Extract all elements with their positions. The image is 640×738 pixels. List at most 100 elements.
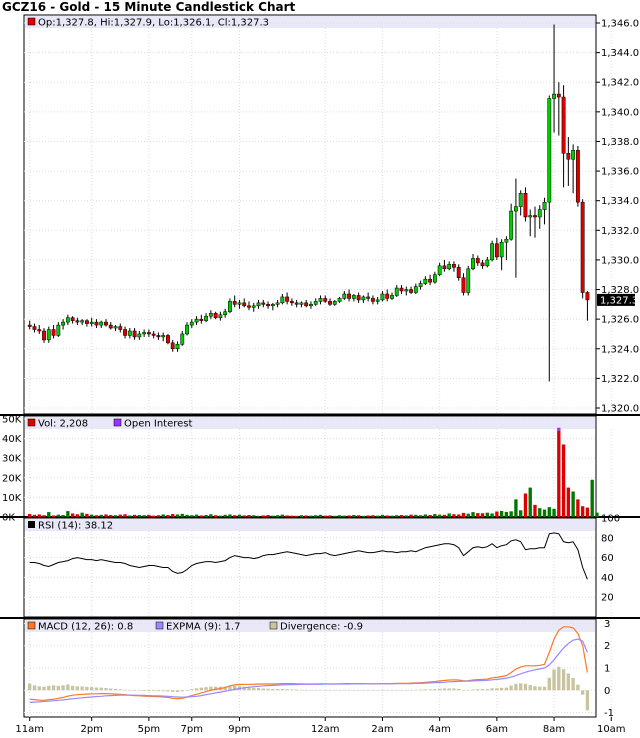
volume-bar bbox=[352, 515, 356, 517]
candle-body bbox=[65, 317, 70, 323]
volume-bar bbox=[109, 515, 113, 517]
volume-bar bbox=[94, 515, 99, 517]
divergence-bar bbox=[223, 686, 227, 691]
candle-body bbox=[247, 305, 251, 308]
divergence-bar bbox=[128, 690, 132, 691]
divergence-bar bbox=[113, 688, 118, 691]
candle-body bbox=[509, 210, 514, 240]
volume-bar bbox=[528, 487, 532, 517]
expma-line bbox=[29, 638, 588, 704]
divergence-bar bbox=[80, 686, 84, 691]
divergence-bar bbox=[585, 690, 590, 711]
divergence-bar bbox=[447, 688, 451, 691]
divergence-bar bbox=[171, 690, 175, 692]
candle-body bbox=[323, 298, 328, 302]
price-y-tick-label: 1,340.0 bbox=[601, 107, 639, 118]
candle-body bbox=[127, 330, 132, 336]
divergence-bar bbox=[285, 689, 289, 691]
divergence-bar bbox=[314, 690, 318, 691]
volume-bar bbox=[409, 514, 413, 517]
divergence-bar bbox=[304, 690, 308, 691]
candle-body bbox=[27, 324, 32, 327]
divergence-bar bbox=[571, 678, 575, 691]
candle-body bbox=[523, 193, 528, 218]
candle-body bbox=[361, 296, 366, 301]
volume-bar bbox=[271, 515, 275, 517]
candle-body bbox=[380, 293, 385, 301]
rsi-y-tick-label: 20 bbox=[601, 593, 614, 604]
candle-body bbox=[566, 153, 571, 160]
candle-body bbox=[80, 320, 85, 323]
volume-bar bbox=[61, 515, 65, 517]
macd-y-tick-label: -1 bbox=[604, 708, 614, 719]
price-legend: Op:1,327.8, Hi:1,327.9, Lo:1,326.1, Cl:1… bbox=[38, 18, 269, 29]
candle-body bbox=[461, 277, 466, 293]
legend-band-vol bbox=[25, 417, 595, 429]
candle-body bbox=[161, 335, 166, 338]
candle-body bbox=[328, 301, 332, 305]
candle-body bbox=[256, 302, 261, 307]
volume-bar bbox=[485, 512, 489, 517]
volume-bar bbox=[90, 514, 94, 517]
divergence-bar bbox=[166, 690, 170, 692]
x-tick-label: 6am bbox=[486, 724, 508, 735]
divergence-bar bbox=[75, 686, 80, 691]
divergence-bar bbox=[523, 683, 528, 691]
volume-bar bbox=[190, 515, 194, 517]
volume-bar bbox=[252, 515, 256, 517]
candle-body bbox=[118, 326, 123, 330]
divergence-bar bbox=[437, 688, 442, 691]
volume-y-tick-label: 50K bbox=[2, 415, 22, 426]
volume-bar bbox=[299, 515, 304, 517]
candle-body bbox=[475, 258, 480, 264]
volume-bar bbox=[499, 510, 504, 517]
price-y-tick-label: 1,334.0 bbox=[601, 196, 639, 207]
candle-body bbox=[275, 302, 280, 305]
candle-body bbox=[70, 317, 75, 321]
volume-bar bbox=[576, 499, 580, 517]
volume-bar bbox=[495, 511, 499, 517]
volume-bar bbox=[56, 514, 60, 517]
candle-body bbox=[456, 267, 461, 278]
divergence-bar bbox=[418, 689, 423, 691]
candle-body bbox=[571, 150, 576, 160]
candle-body bbox=[185, 324, 189, 335]
rsi-y-tick-label: 80 bbox=[601, 533, 614, 544]
divergence-bar bbox=[161, 690, 165, 692]
divergence-bar bbox=[194, 688, 199, 691]
macd-y-tick-label: 0 bbox=[604, 686, 610, 697]
divergence-bar bbox=[70, 685, 75, 691]
candle-body bbox=[480, 262, 485, 267]
divergence-bar bbox=[185, 690, 189, 691]
panel-frame-price bbox=[23, 14, 597, 415]
divergence-bar bbox=[557, 666, 561, 691]
volume-bar bbox=[66, 511, 70, 517]
candle-body bbox=[313, 301, 318, 305]
volume-y-tick-label: 20K bbox=[2, 473, 22, 484]
volume-bar bbox=[237, 514, 242, 517]
candle-body bbox=[394, 287, 399, 296]
divergence-bar bbox=[56, 685, 60, 691]
last-price-label: 1,327.3 bbox=[600, 295, 638, 306]
volume-bar bbox=[547, 507, 551, 517]
x-tick-label: 8am bbox=[543, 724, 565, 735]
volume-bar bbox=[113, 515, 118, 517]
volume-y-tick-label: 0K bbox=[2, 513, 15, 524]
divergence-bar bbox=[395, 690, 399, 691]
volume-bar bbox=[519, 510, 523, 517]
divergence-bar bbox=[542, 686, 547, 691]
candle-body bbox=[166, 335, 170, 344]
candle-body bbox=[442, 265, 447, 270]
volume-bar bbox=[142, 515, 146, 517]
candle-body bbox=[542, 201, 547, 210]
candle-body bbox=[337, 298, 342, 302]
rsi-line bbox=[29, 532, 588, 580]
divergence-bar bbox=[142, 690, 146, 691]
volume-bar bbox=[414, 514, 418, 517]
divergence-bar bbox=[414, 689, 418, 691]
divergence-bar bbox=[280, 688, 285, 691]
volume-bar bbox=[156, 515, 161, 517]
divergence-bar bbox=[504, 687, 509, 691]
candle-body bbox=[428, 278, 433, 283]
